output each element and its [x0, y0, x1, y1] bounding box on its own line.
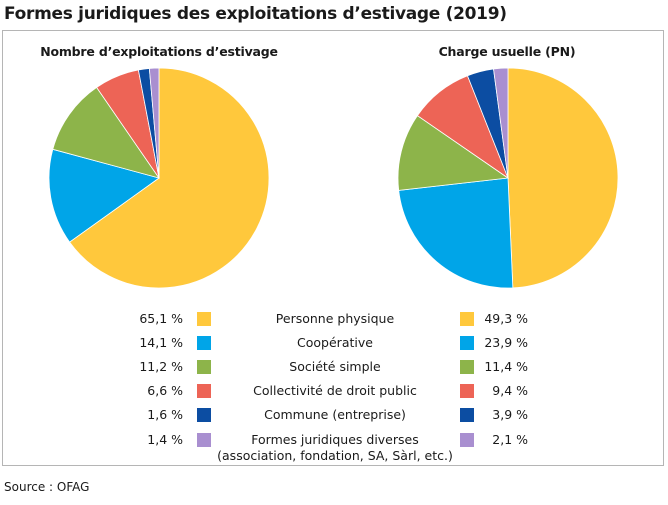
- pie-slice-charge-5: [493, 67, 509, 179]
- chart-title: Formes juridiques des exploitations d’es…: [4, 4, 507, 24]
- legend-swatch: [197, 408, 211, 422]
- legend-label: Commune (entreprise): [264, 407, 406, 422]
- pie-chart-exploitations: [48, 67, 270, 289]
- legend-swatch: [197, 384, 211, 398]
- legend-label: Personne physique: [275, 311, 395, 326]
- legend-swatch: [460, 312, 474, 326]
- value-label-charge: 3,9 %: [492, 407, 528, 422]
- legend-row: 6,6 % Collectivité de droit public 9,4 %: [0, 383, 668, 405]
- pie-slice-charge-0: [507, 67, 619, 289]
- legend-label: Société simple: [289, 359, 381, 374]
- legend-row: 1,4 % Formes juridiques diverses (associat…: [0, 432, 668, 463]
- value-label-exploitations: 6,6 %: [147, 383, 183, 398]
- value-label-exploitations: 14,1 %: [139, 335, 183, 350]
- legend-label: Collectivité de droit public: [253, 383, 417, 398]
- legend-swatch: [197, 336, 211, 350]
- legend-swatch: [460, 360, 474, 374]
- pie-slice-exploitations-0: [69, 67, 270, 289]
- value-label-exploitations: 1,6 %: [147, 407, 183, 422]
- legend-swatch: [460, 384, 474, 398]
- source-note: Source : OFAG: [4, 480, 90, 494]
- pie-slice-exploitations-2: [52, 86, 160, 179]
- pie-slice-exploitations-1: [48, 148, 160, 243]
- pie-slice-charge-1: [398, 177, 514, 289]
- legend-swatch: [197, 312, 211, 326]
- legend-swatch: [460, 408, 474, 422]
- value-label-charge: 11,4 %: [484, 359, 528, 374]
- value-label-charge: 9,4 %: [492, 383, 528, 398]
- value-label-exploitations: 11,2 %: [139, 359, 183, 374]
- legend-swatch: [197, 360, 211, 374]
- legend-row: 14,1 % Coopérative 23,9 %: [0, 335, 668, 357]
- value-label-charge: 2,1 %: [492, 432, 528, 447]
- legend-swatch: [460, 336, 474, 350]
- legend-swatch: [460, 433, 474, 447]
- legend-label: Formes juridiques diverses (association, …: [217, 432, 453, 463]
- chart-frame: [2, 30, 664, 466]
- legend-row: 1,6 % Commune (entreprise) 3,9 %: [0, 407, 668, 429]
- pie-title-exploitations: Nombre d’exploitations d’estivage: [40, 44, 278, 59]
- value-label-charge: 23,9 %: [484, 335, 528, 350]
- value-label-charge: 49,3 %: [484, 311, 528, 326]
- legend-row: 65,1 % Personne physique 49,3 %: [0, 311, 668, 333]
- legend-label: Coopérative: [297, 335, 373, 350]
- pie-slice-charge-2: [397, 115, 510, 191]
- pie-title-charge: Charge usuelle (PN): [438, 44, 576, 59]
- value-label-exploitations: 1,4 %: [147, 432, 183, 447]
- legend-swatch: [197, 433, 211, 447]
- pie-slice-exploitations-5: [148, 67, 160, 179]
- legend-row: 11,2 % Société simple 11,4 %: [0, 359, 668, 381]
- value-label-exploitations: 65,1 %: [139, 311, 183, 326]
- pie-chart-charge: [397, 67, 619, 289]
